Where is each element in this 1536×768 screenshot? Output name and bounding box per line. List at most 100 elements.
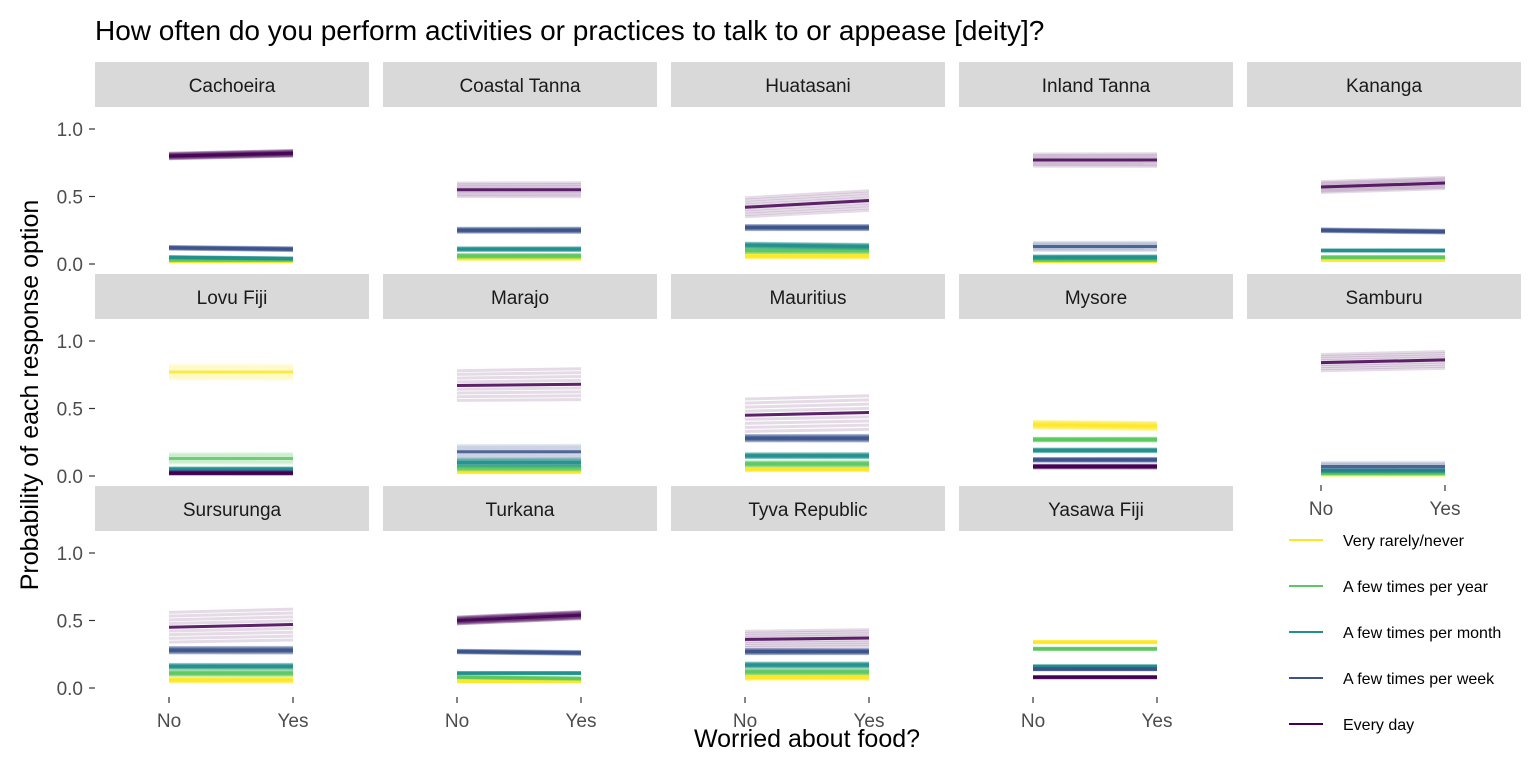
y-tick-label: 1.0 — [57, 544, 83, 565]
series-group — [744, 189, 870, 260]
series-line — [744, 634, 870, 639]
facet-label: Turkana — [486, 500, 555, 521]
series-mean-line — [1032, 423, 1158, 428]
series-line — [168, 149, 294, 156]
series-group — [744, 628, 870, 681]
x-tick-label: Yes — [854, 711, 885, 732]
legend-label: A few times per month — [1343, 625, 1501, 642]
series-line — [1320, 185, 1446, 193]
facet-label: Marajo — [491, 288, 549, 309]
series-line — [744, 419, 870, 425]
series-mean-line — [168, 246, 294, 251]
facet-panel: Huatasani — [671, 62, 945, 260]
series-line — [1320, 187, 1446, 194]
series-group — [1320, 349, 1446, 477]
series-line — [1032, 420, 1158, 425]
x-tick-label: No — [445, 711, 469, 732]
series-line — [1320, 352, 1446, 359]
series-line — [1320, 177, 1446, 185]
facet-strip — [959, 62, 1233, 107]
series-group — [1032, 639, 1158, 680]
facet-panel: Inland Tanna — [959, 62, 1233, 264]
facet-strip — [671, 486, 945, 531]
series-line — [1320, 362, 1446, 369]
series-line — [456, 394, 582, 399]
series-line — [456, 617, 582, 626]
series-line — [744, 406, 870, 413]
facet-panel: Mysore — [959, 274, 1233, 470]
series-line — [1320, 364, 1446, 371]
series-line — [456, 398, 582, 402]
series-line — [1032, 426, 1158, 432]
series-mean-line — [744, 199, 870, 209]
series-line — [744, 415, 870, 421]
facet-panel: Kananga — [1247, 62, 1521, 263]
facet-label: Samburu — [1345, 288, 1422, 309]
legend-label: A few times per year — [1343, 579, 1489, 596]
series-line — [1320, 184, 1446, 192]
facet-panel: Turkana No Yes — [383, 486, 657, 732]
series-line — [744, 642, 870, 647]
series-line — [1320, 354, 1446, 361]
series-mean-line — [456, 382, 582, 388]
series-line — [456, 610, 582, 619]
series-mean-line — [1320, 228, 1446, 234]
facet-panel: Marajo — [383, 274, 657, 475]
x-axis-title: Worried about food? — [694, 725, 920, 753]
facet-label: Lovu Fiji — [197, 288, 268, 309]
series-line — [744, 630, 870, 635]
series-mean-line — [1320, 181, 1446, 189]
facet-label: Coastal Tanna — [459, 76, 581, 97]
series-line — [168, 638, 294, 644]
facet-label: Mysore — [1065, 288, 1127, 309]
series-group — [168, 148, 294, 264]
series-group — [456, 610, 582, 684]
series-line — [1032, 419, 1158, 425]
facet-strip — [671, 274, 945, 319]
series-line — [744, 196, 870, 207]
legend-label: A few times per week — [1343, 671, 1495, 688]
facet-panel: Cachoeira 0.0 0.5 1.0 — [57, 62, 369, 276]
series-mean-line — [168, 255, 294, 261]
facet-label: Kananga — [1346, 76, 1423, 97]
series-line — [1320, 360, 1446, 367]
legend-label: Very rarely/never — [1343, 533, 1465, 550]
y-axis-title: Probability of each response option — [16, 200, 44, 591]
x-tick-label: Yes — [1430, 499, 1461, 520]
series-mean-line — [744, 411, 870, 417]
x-tick-label: No — [733, 711, 757, 732]
series-line — [744, 191, 870, 202]
facet-label: Mauritius — [769, 288, 846, 309]
series-group — [1032, 419, 1158, 470]
x-tick-label: No — [1309, 499, 1333, 520]
series-line — [168, 607, 294, 614]
y-tick-label: 0.5 — [57, 400, 83, 421]
series-line — [1320, 178, 1446, 186]
series-mean-line — [456, 613, 582, 622]
y-tick-label: 0.0 — [57, 467, 83, 488]
x-tick-label: Yes — [1142, 711, 1173, 732]
series-line — [744, 632, 870, 637]
series-mean-line — [1320, 358, 1446, 365]
series-line — [168, 634, 294, 640]
facet-panel: Mauritius — [671, 274, 945, 473]
series-group — [1320, 175, 1446, 263]
facet-label: Yasawa Fiji — [1048, 500, 1144, 521]
facet-strip — [95, 274, 369, 319]
series-group — [168, 607, 294, 684]
series-line — [744, 242, 870, 247]
series-mean-line — [168, 151, 294, 158]
series-line — [168, 611, 294, 618]
series-line — [456, 611, 582, 621]
facet-panel: Tyva Republic No Yes — [671, 486, 945, 732]
series-mean-line — [456, 675, 582, 681]
series-line — [744, 427, 870, 433]
series-line — [456, 386, 582, 391]
legend: Very rarely/never A few times per year A f… — [1289, 533, 1501, 734]
series-group — [1032, 152, 1158, 264]
facet-strip — [959, 486, 1233, 531]
x-tick-label: Yes — [278, 711, 309, 732]
series-line — [744, 194, 870, 205]
series-mean-line — [168, 623, 294, 629]
